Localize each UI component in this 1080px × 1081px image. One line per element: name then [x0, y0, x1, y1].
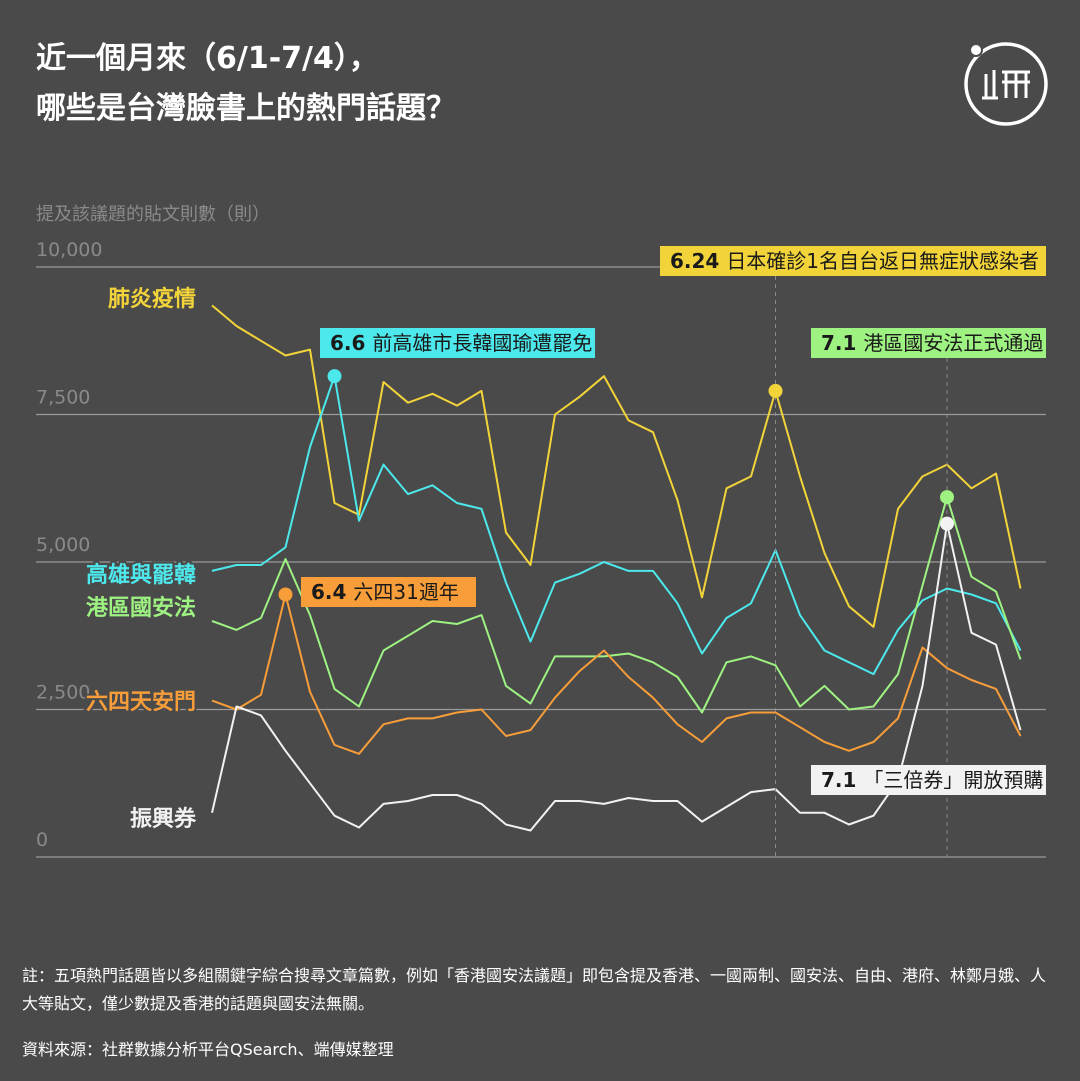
annotation-box — [320, 328, 595, 358]
y-tick-label: 0 — [36, 829, 48, 851]
annotation-label: 7.1 港區國安法正式通過 — [821, 331, 1043, 355]
grid-layer — [36, 266, 1046, 858]
annotation-box — [660, 246, 1046, 276]
series-name-label: 高雄與罷韓 — [86, 562, 196, 588]
y-tick-label: 10,000 — [36, 239, 102, 261]
initium-logo-icon — [964, 42, 1048, 126]
y-axis-label: 提及該議題的貼文則數（則） — [36, 204, 270, 225]
annotation-label: 6.24 日本確診1名自台返日無症狀感染者 — [670, 249, 1039, 273]
footnote: 註：五項熱門話題皆以多組關鍵字綜合搜尋文章篇數，例如「香港國安法議題」即包含提及… — [22, 966, 1047, 1013]
annotation-label: 6.4 六四31週年 — [311, 580, 459, 604]
annotation-point — [327, 369, 342, 384]
annotation-point — [940, 516, 954, 531]
series-line — [211, 593, 1022, 755]
y-tick-label: 2,500 — [36, 682, 90, 704]
annotation-box — [811, 765, 1046, 795]
title-line-1: 近一個月來（6/1-7/4）， — [36, 41, 379, 76]
annotation-point — [768, 383, 783, 398]
y-tick-label: 5,000 — [36, 534, 90, 556]
series-line — [211, 304, 1022, 628]
annotation-label: 6.6 前高雄市長韓國瑜遭罷免 — [330, 331, 592, 355]
annotation-label: 7.1 「三倍券」開放預購 — [821, 768, 1043, 792]
annotation-layer: 6.24 日本確診1名自台返日無症狀感染者 6.6 前高雄市長韓國瑜遭罷免 7.1 … — [278, 246, 1046, 857]
annotation-box — [811, 328, 1046, 358]
series-name-label: 振興券 — [130, 806, 197, 832]
series-layer — [211, 304, 1022, 832]
series-line — [211, 496, 1022, 714]
y-tick-label: 7,500 — [36, 387, 90, 409]
series-line — [211, 522, 1022, 832]
series-line — [211, 375, 1022, 676]
tick-layer: 10,000 7,500 5,000 2,500 0 — [36, 239, 102, 851]
source-text: 資料來源：社群數據分析平台QSearch、端傳媒整理 — [22, 1040, 394, 1059]
series-name-label: 港區國安法 — [86, 595, 196, 621]
series-name-label: 六四天安門 — [86, 689, 196, 715]
annotation-point — [278, 587, 293, 602]
chart-title: 近一個月來（6/1-7/4）， 哪些是台灣臉書上的熱門話題？ — [36, 34, 456, 134]
line-chart: 提及該議題的貼文則數（則） 10,000 7,500 5,000 2,500 0 肺炎疫… — [36, 204, 1046, 858]
annotation-point — [940, 490, 954, 505]
series-name-label: 肺炎疫情 — [108, 286, 196, 312]
title-line-2: 哪些是台灣臉書上的熱門話題？ — [36, 91, 456, 126]
annotation-box — [301, 577, 476, 607]
